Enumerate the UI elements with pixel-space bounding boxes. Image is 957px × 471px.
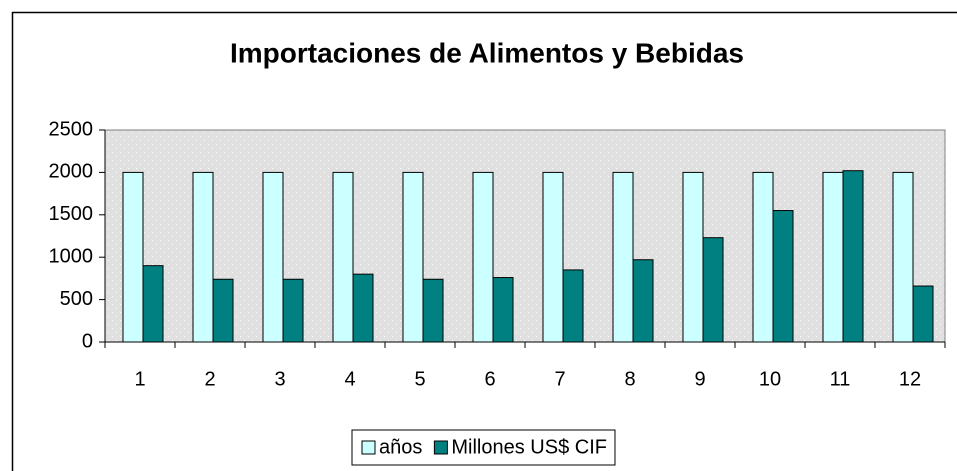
bar <box>492 277 514 343</box>
legend <box>351 429 616 466</box>
y-tick-label: 1500 <box>49 203 94 225</box>
bar <box>682 171 704 343</box>
x-tick-label: 6 <box>484 368 495 390</box>
bar <box>702 237 724 343</box>
y-tick-label: 2500 <box>49 118 94 140</box>
y-tick-label: 0 <box>82 330 93 352</box>
bar <box>142 265 164 343</box>
legend-label: Millones US$ CIF <box>451 436 607 458</box>
legend-swatch <box>361 440 376 455</box>
bar <box>282 278 304 343</box>
bar <box>402 171 424 343</box>
x-tick-label: 1 <box>134 368 145 390</box>
y-tick-label: 2000 <box>49 161 94 183</box>
x-tick-label: 4 <box>344 368 355 390</box>
bar <box>772 210 794 343</box>
legend-swatch <box>433 440 448 455</box>
bar <box>892 171 914 343</box>
bar <box>422 278 444 343</box>
x-tick-label: 5 <box>414 368 425 390</box>
bar <box>822 171 844 343</box>
y-tick-label: 1000 <box>49 245 94 267</box>
x-tick-label: 2 <box>204 368 215 390</box>
y-tick-label: 500 <box>60 288 93 310</box>
plot-area <box>104 129 946 343</box>
x-tick-label: 9 <box>694 368 705 390</box>
legend-label: años <box>379 436 422 458</box>
bar <box>262 171 284 343</box>
x-tick-label: 11 <box>830 368 851 390</box>
x-tick-label: 10 <box>759 368 781 390</box>
bar <box>542 171 564 343</box>
bar <box>752 171 774 343</box>
bar <box>472 171 494 343</box>
x-tick-label: 12 <box>899 368 921 390</box>
bar <box>562 269 584 343</box>
bar <box>122 171 144 343</box>
bar <box>212 278 234 343</box>
x-tick-label: 8 <box>624 368 635 390</box>
x-tick-label: 3 <box>274 368 285 390</box>
bar <box>912 285 934 343</box>
bar <box>842 170 864 343</box>
bar <box>612 171 634 343</box>
bar <box>192 171 214 343</box>
bar <box>332 171 354 343</box>
x-tick-label: 7 <box>554 368 565 390</box>
chart-title: Importaciones de Alimentos y Bebidas <box>230 37 744 68</box>
bar <box>352 273 374 343</box>
bar <box>632 259 654 343</box>
